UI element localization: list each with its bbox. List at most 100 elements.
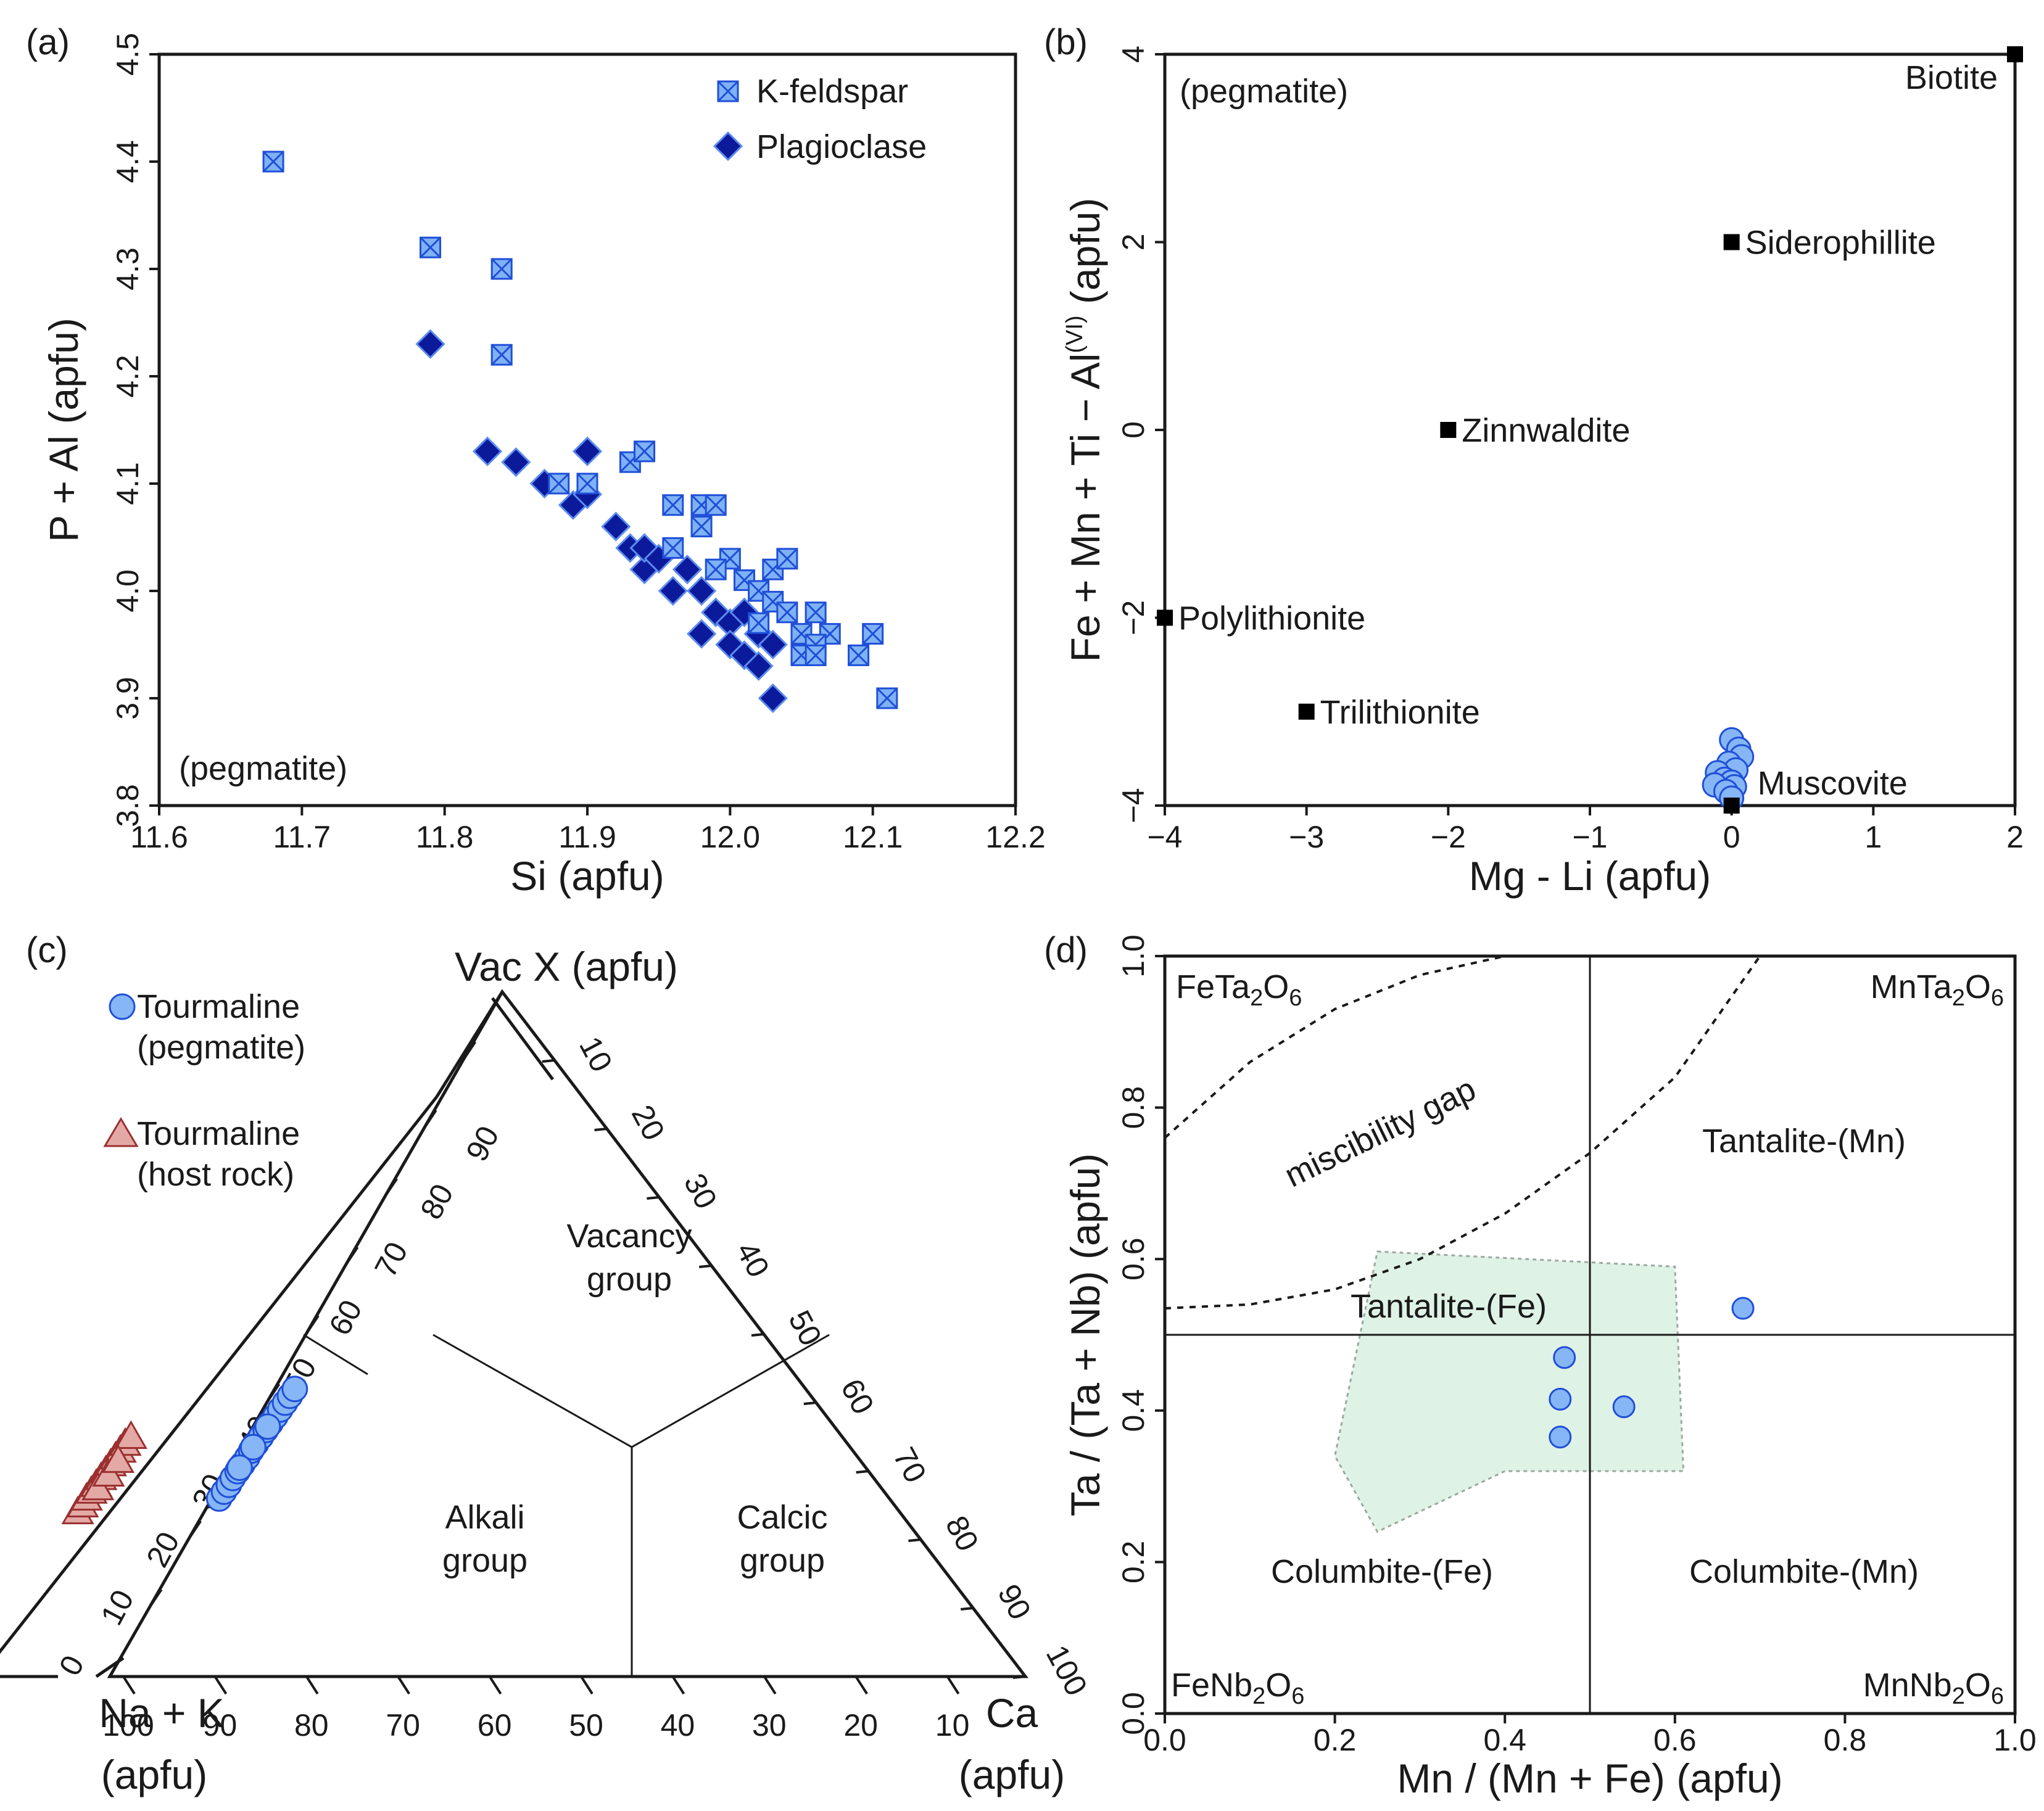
plagioclase-point	[672, 555, 703, 585]
c-bottom-tick	[580, 1675, 594, 1695]
tourmaline-peg-point	[254, 1413, 281, 1440]
panel-a-xlabel: Si (apfu)	[510, 853, 664, 899]
panel-a-ylabel: P + Al (apfu)	[41, 318, 86, 542]
c-right-tick	[647, 1196, 660, 1200]
d-xtick-label: 0.4	[1483, 1723, 1526, 1757]
ternary-triangle	[107, 989, 1029, 1678]
pegmatite-field	[1334, 1250, 1685, 1533]
legend-kfeldspar-marker	[717, 80, 739, 102]
c-left-tick-label: 10	[94, 1584, 141, 1630]
c-bottom-tick	[854, 1675, 868, 1695]
ternary-divider-upper	[432, 1334, 830, 1448]
corner-label-mn-ta: MnTa2O6	[1871, 968, 2004, 1011]
field-calcic-line2: group	[740, 1542, 825, 1579]
d-ytick-label: 0.8	[1116, 1086, 1151, 1129]
reference-point	[1298, 703, 1315, 720]
b-ytick-label: 0	[1116, 421, 1151, 439]
field-tantalite-mn: Tantalite-(Mn)	[1702, 1123, 1906, 1160]
kfeldspar-point	[490, 258, 513, 280]
kfeldspar-point	[690, 516, 713, 538]
c-left-tick-label: 70	[368, 1236, 415, 1282]
kfeldspar-point	[420, 236, 442, 258]
d-xtick-label: 0.0	[1143, 1723, 1186, 1757]
field-calcic-line1: Calcic	[737, 1499, 827, 1536]
panel-b-ylabel-main: Fe + Mn + Ti − Al	[1062, 353, 1108, 662]
a-ytick-label: 3.8	[110, 784, 145, 827]
reference-label: Siderophillite	[1745, 225, 1936, 262]
c-inner-tick	[461, 1041, 477, 1062]
panel-d-ylabel: Ta / (Ta + Nb) (apfu)	[1062, 1153, 1108, 1517]
panel-d-ticks: 0.0 0.2 0.4 0.6 0.8 1.0 0.0 0.2 0.4 0.6 0.8 1.0	[1116, 934, 2037, 1757]
panel-d-letter: (d)	[1044, 930, 1088, 970]
c-inner-tick	[265, 1383, 281, 1404]
c-bottom-tick	[213, 1675, 228, 1695]
c-right-tick-label: 90	[991, 1578, 1038, 1625]
c-inner-tick	[383, 1178, 398, 1198]
legend-tourmaline-host-marker	[103, 1117, 139, 1147]
plagioclase-point	[686, 575, 717, 606]
corner-label-mn-nb: MnNb2O6	[1863, 1667, 2004, 1709]
legend-tourmaline-peg-line1: Tourmaline	[137, 988, 300, 1025]
field-tantalite-fe: Tantalite-(Fe)	[1351, 1288, 1547, 1325]
field-vacancy-line1: Vacancy	[566, 1218, 692, 1255]
field-vacancy-line2: group	[587, 1261, 672, 1298]
panel-a-legend: K-feldspar Plagioclase	[713, 73, 927, 165]
c-right-tick-label: 40	[729, 1236, 776, 1282]
c-inner-tick	[187, 1520, 202, 1541]
panel-b-ylabel-suffix: (apfu)	[1062, 198, 1108, 316]
kfeldspar-point	[548, 472, 570, 495]
c-right-tick	[908, 1538, 921, 1542]
columbite-point	[1731, 1297, 1755, 1320]
panel-b-ylabel-sup: (VI)	[1062, 315, 1088, 353]
c-right-tick-label: 70	[887, 1442, 933, 1488]
plagioclase-point	[758, 683, 788, 714]
kfeldspar-point	[490, 344, 513, 366]
c-bottom-tick-label: 20	[843, 1708, 878, 1743]
d-ytick-label: 0.4	[1116, 1389, 1151, 1432]
panel-d-points	[1549, 1297, 1755, 1449]
panel-c-apex-right-line2: (apfu)	[959, 1752, 1065, 1797]
c-right-tick	[961, 1607, 974, 1611]
kfeldspar-point	[576, 472, 598, 495]
b-ytick-label: 4	[1116, 46, 1151, 63]
panel-a-ticks: 11.6 11.7 11.8 11.9 12.0 12.1 12.2 3.8 3.9 4.0 4.1…	[110, 33, 1046, 854]
c-bottom-tick	[122, 1675, 136, 1695]
c-bottom-tick	[305, 1675, 319, 1695]
c-right-tick-label: 20	[625, 1099, 672, 1145]
c-right-tick-label: 60	[834, 1373, 881, 1419]
kfeldspar-point	[705, 494, 727, 516]
miscibility-lower-curve	[1164, 955, 1761, 1310]
plagioclase-point	[501, 447, 531, 477]
field-columbite-mn: Columbite-(Mn)	[1689, 1553, 1919, 1590]
a-ytick-label: 4.2	[110, 355, 145, 398]
plagioclase-point	[601, 511, 631, 542]
b-xtick-label: −2	[1431, 820, 1466, 854]
ternary-offset-divider	[303, 1334, 368, 1376]
reference-point	[1723, 234, 1740, 250]
c-right-tick	[542, 1059, 555, 1063]
legend-tourmaline-host-line1: Tourmaline	[137, 1115, 300, 1152]
kfeldspar-point	[634, 440, 656, 463]
reference-point	[2007, 46, 2023, 62]
panel-b-ylabel: Fe + Mn + Ti − Al(VI) (apfu)	[1062, 198, 1108, 662]
kfeldspar-point	[748, 612, 770, 634]
a-xtick-label: 12.0	[700, 820, 760, 854]
tourmaline-peg-point	[226, 1454, 253, 1481]
c-bottom-tick	[397, 1675, 410, 1695]
c-right-tick-label: 30	[677, 1168, 724, 1214]
c-left-tick-label: 60	[322, 1294, 369, 1340]
panel-a-letter: (a)	[26, 22, 70, 62]
b-xtick-label: 1	[1864, 820, 1882, 854]
a-xtick-label: 11.8	[416, 820, 474, 854]
ternary-offset-axis	[0, 1095, 438, 1654]
c-bottom-tick-label: 10	[935, 1708, 970, 1743]
a-xtick-label: 12.1	[843, 820, 903, 854]
a-ytick-label: 3.9	[110, 677, 145, 720]
legend-tourmaline-peg-marker	[109, 993, 136, 1020]
a-ytick-label: 4.5	[110, 33, 145, 76]
panel-c-apex-left-line1: Na + K	[99, 1690, 225, 1736]
legend-plagioclase-marker	[713, 131, 743, 162]
c-right-tick	[751, 1333, 764, 1337]
reference-label: Polylithionite	[1178, 600, 1365, 637]
